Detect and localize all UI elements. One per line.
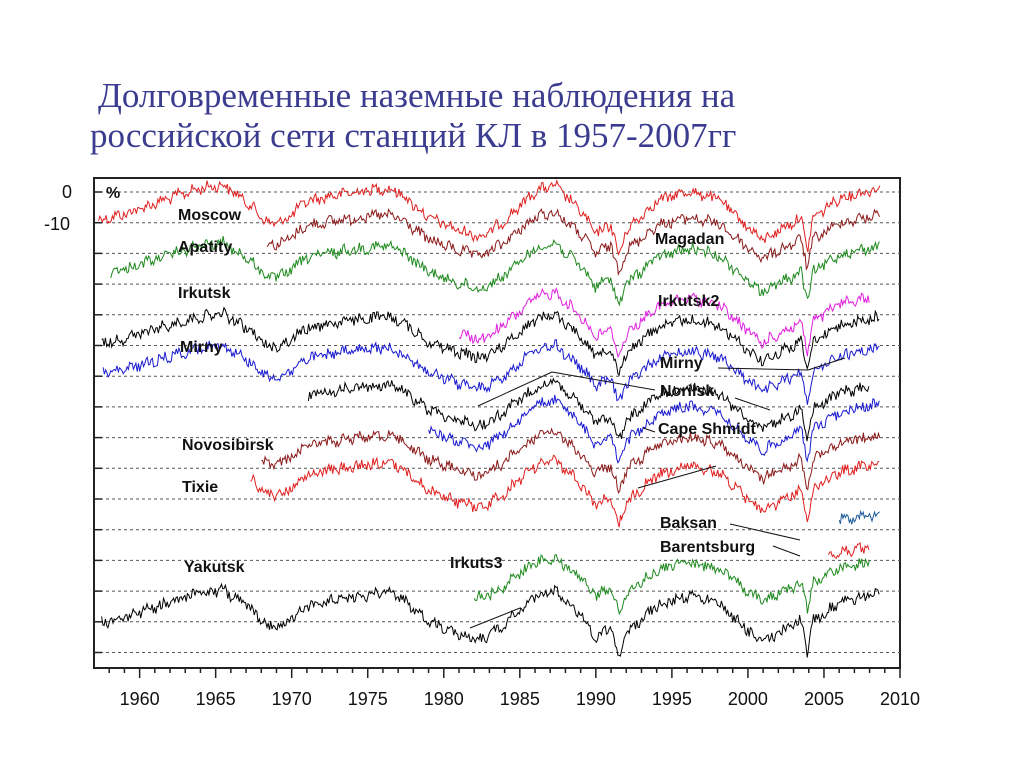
connector-line xyxy=(717,367,809,371)
title-line-1: Долговременные наземные наблюдения на xyxy=(98,76,736,115)
label-norilsk: Norilsk xyxy=(660,383,714,400)
title-line-2: российской сети станций КЛ в 1957-2007гг xyxy=(90,116,737,155)
connector-line xyxy=(734,397,771,411)
label-yakutsk: Yakutsk xyxy=(184,559,245,576)
page-title: Долговременные наземные наблюдения на ро… xyxy=(90,76,850,156)
series-cape-shmidt xyxy=(428,394,880,464)
series-novosibirsk xyxy=(261,427,881,495)
series-irkuts3 xyxy=(473,554,870,616)
label-barentsburg: Barentsburg xyxy=(660,539,755,556)
series-irkutsk2 xyxy=(458,286,870,359)
x-tick-label: 1965 xyxy=(196,689,236,709)
series-norilsk xyxy=(307,377,870,442)
percent-unit: % xyxy=(106,185,120,202)
label-connectors xyxy=(469,357,846,629)
x-tick-label: 2000 xyxy=(728,689,768,709)
plot-frame xyxy=(93,177,901,669)
label-apatity: Apatity xyxy=(178,239,232,256)
label-moscow: Moscow xyxy=(178,207,242,224)
connector-line xyxy=(729,523,801,541)
y-tick-minus10: -10 xyxy=(44,214,70,234)
label-mirny-left: Mirny xyxy=(180,339,223,356)
connector-line xyxy=(637,465,717,489)
series-irkutsk xyxy=(101,306,880,377)
x-tick-label: 1960 xyxy=(120,689,160,709)
y-axis-ticks xyxy=(94,191,102,654)
label-tixie: Tixie xyxy=(182,479,218,496)
connector-line xyxy=(642,427,656,433)
series-tixie xyxy=(250,454,880,528)
x-tick-label: 1970 xyxy=(272,689,312,709)
x-tick-label: 1995 xyxy=(652,689,692,709)
connector-line xyxy=(807,357,846,371)
series-magadan xyxy=(266,208,880,276)
connector-line xyxy=(469,607,521,629)
series-barentsburg xyxy=(828,541,870,560)
label-baksan: Baksan xyxy=(660,515,717,532)
series-mirny xyxy=(102,338,880,405)
x-tick-label: 1985 xyxy=(500,689,540,709)
label-cape-shmidt: Cape Shmidt xyxy=(658,421,756,438)
x-tick-label: 1980 xyxy=(424,689,464,709)
series-lines xyxy=(98,179,881,658)
series-baksan xyxy=(838,509,880,525)
label-irkutsk: Irkutsk xyxy=(178,285,231,302)
connector-line xyxy=(772,545,801,557)
grid-lines xyxy=(94,191,900,653)
label-mirny-right: Mirny xyxy=(660,355,703,372)
x-tick-label: 2005 xyxy=(804,689,844,709)
y-tick-0: 0 xyxy=(62,182,72,202)
x-tick-label: 2010 xyxy=(880,689,920,709)
label-irkutsk2: Irkutsk2 xyxy=(658,293,719,310)
connector-line xyxy=(477,371,553,407)
label-magadan: Magadan xyxy=(655,231,724,248)
x-axis-ticks: 1960 1965 1970 1975 1980 1985 1990 1995 2000 2005… xyxy=(108,668,920,709)
connector-line xyxy=(551,371,656,391)
label-irkuts3: Irkuts3 xyxy=(450,555,503,572)
label-novosibirsk: Novosibirsk xyxy=(182,437,274,454)
series-moscow xyxy=(98,179,881,256)
series-yakutsk xyxy=(101,582,880,658)
x-tick-label: 1990 xyxy=(576,689,616,709)
series-apatity xyxy=(110,236,880,307)
x-tick-label: 1975 xyxy=(348,689,388,709)
